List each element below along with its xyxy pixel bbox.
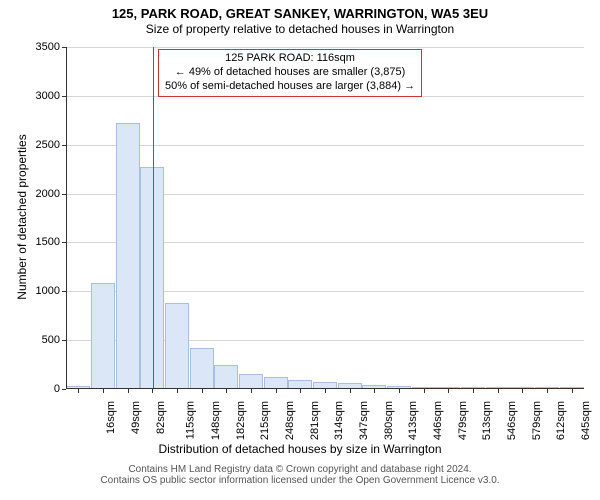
plot-area: 050010001500200025003000350016sqm49sqm82… (66, 46, 584, 389)
y-axis-label: Number of detached properties (15, 134, 29, 299)
y-tick-label: 3500 (36, 41, 60, 53)
y-tick-label: 0 (54, 383, 60, 395)
annotation-line-text: 125 PARK ROAD: 116sqm (165, 52, 415, 66)
x-tick (522, 389, 523, 393)
histogram-bar (214, 365, 238, 389)
histogram-bar (190, 348, 214, 389)
x-tick (374, 389, 375, 393)
y-tick-label: 3000 (36, 90, 60, 102)
x-tick-label: 281sqm (309, 401, 321, 440)
x-tick (350, 389, 351, 393)
x-tick (128, 389, 129, 393)
chart-title: 125, PARK ROAD, GREAT SANKEY, WARRINGTON… (0, 6, 600, 21)
x-tick-label: 513sqm (481, 401, 493, 440)
x-tick (202, 389, 203, 393)
annotation-line-text: ← 49% of detached houses are smaller (3,… (165, 66, 415, 80)
x-tick (226, 389, 227, 393)
x-tick (177, 389, 178, 393)
x-tick (572, 389, 573, 393)
y-tick-label: 2500 (36, 139, 60, 151)
y-tick-label: 1500 (36, 236, 60, 248)
histogram-bar (239, 374, 263, 389)
plot-inner: 050010001500200025003000350016sqm49sqm82… (66, 47, 584, 389)
x-tick-label: 82sqm (155, 401, 167, 434)
y-tick-label: 1000 (36, 285, 60, 297)
histogram-bar (91, 283, 115, 389)
x-axis-line (66, 388, 584, 389)
gridline (66, 145, 584, 146)
footer: Contains HM Land Registry data © Crown c… (0, 464, 600, 486)
x-tick (78, 389, 79, 393)
gridline (66, 47, 584, 48)
x-tick (152, 389, 153, 393)
footer-line-1: Contains HM Land Registry data © Crown c… (0, 464, 600, 475)
x-tick-label: 546sqm (506, 401, 518, 440)
chart-subtitle: Size of property relative to detached ho… (0, 22, 600, 36)
y-tick-label: 2000 (36, 188, 60, 200)
footer-line-2: Contains OS public sector information li… (0, 475, 600, 486)
annotation-box: 125 PARK ROAD: 116sqm← 49% of detached h… (158, 49, 422, 97)
x-tick-label: 446sqm (432, 401, 444, 440)
x-tick (251, 389, 252, 393)
y-tick-label: 500 (42, 334, 60, 346)
x-tick-label: 148sqm (210, 401, 222, 440)
x-tick-label: 115sqm (185, 401, 197, 439)
histogram-bar (165, 303, 189, 389)
x-tick-label: 579sqm (531, 401, 543, 440)
x-tick (399, 389, 400, 393)
x-tick (448, 389, 449, 393)
x-tick-label: 380sqm (383, 401, 395, 440)
y-tick (62, 389, 66, 390)
x-tick (424, 389, 425, 393)
x-tick-label: 314sqm (333, 401, 345, 440)
y-axis-line (66, 47, 67, 389)
x-tick-label: 49sqm (130, 401, 142, 434)
x-tick-label: 612sqm (555, 401, 567, 440)
x-axis-label: Distribution of detached houses by size … (0, 442, 600, 456)
x-tick-label: 215sqm (259, 401, 271, 440)
x-tick-label: 479sqm (457, 401, 469, 440)
x-tick-label: 248sqm (284, 401, 296, 440)
x-tick (103, 389, 104, 393)
x-tick-label: 413sqm (407, 401, 419, 440)
x-tick (325, 389, 326, 393)
x-tick (300, 389, 301, 393)
annotation-line-text: 50% of semi-detached houses are larger (… (165, 80, 415, 94)
histogram-bar (116, 123, 140, 389)
x-tick (276, 389, 277, 393)
x-tick-label: 645sqm (580, 401, 592, 440)
x-tick-label: 182sqm (235, 401, 247, 440)
x-tick (547, 389, 548, 393)
x-tick-label: 347sqm (358, 401, 370, 440)
marker-line (153, 47, 154, 389)
x-tick-label: 16sqm (105, 401, 117, 434)
x-tick (498, 389, 499, 393)
x-tick (473, 389, 474, 393)
